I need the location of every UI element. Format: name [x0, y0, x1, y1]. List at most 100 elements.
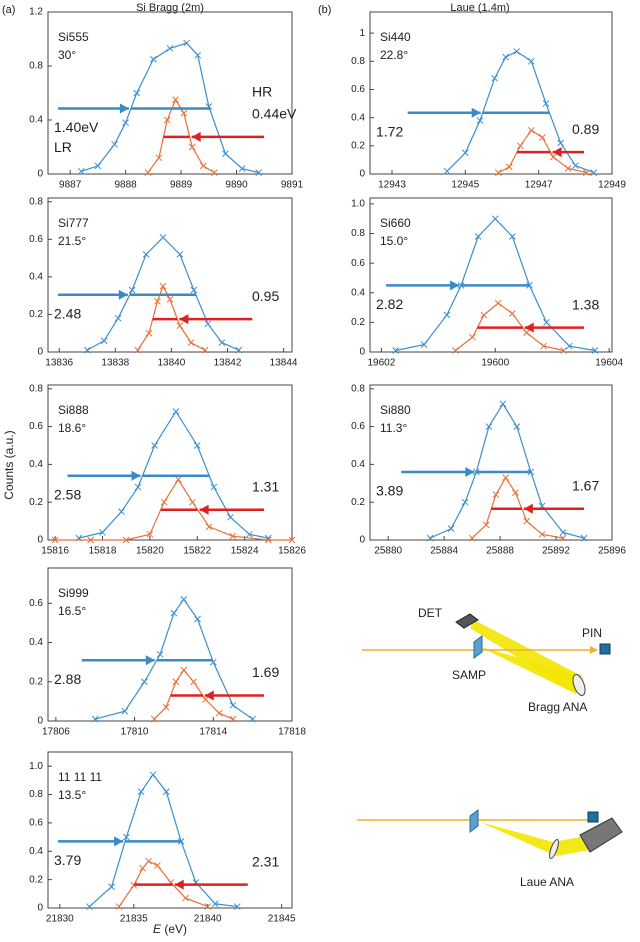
data-point [193, 442, 201, 449]
data-point [571, 162, 579, 169]
y-tick-label: 0 [37, 903, 43, 914]
y-tick-label: 0.4 [29, 846, 43, 857]
data-point [194, 615, 201, 623]
crystal-label: Si880 [380, 403, 411, 417]
plot-frame [369, 11, 613, 175]
x-tick-label: 19600 [481, 358, 509, 369]
data-point [172, 408, 180, 415]
plot-frame [47, 11, 293, 175]
arrow-head [471, 107, 481, 118]
data-point [146, 530, 154, 538]
data-point [108, 883, 115, 891]
y-tick-label: 0.4 [351, 459, 365, 470]
y-tick-label: 0.6 [29, 234, 43, 245]
data-point [128, 286, 136, 294]
data-point [163, 116, 171, 124]
data-point [170, 609, 178, 617]
samp-label: SAMP [452, 668, 486, 682]
data-point [155, 154, 163, 162]
hr-fwhm: 1.38 [572, 296, 599, 312]
data-point [559, 534, 567, 542]
data-point [180, 109, 188, 117]
arrow-head [523, 503, 533, 514]
x-axis-var: E [153, 922, 162, 936]
data-point [513, 48, 521, 55]
data-point [172, 96, 179, 104]
data-point [122, 119, 129, 127]
data-point [502, 53, 510, 61]
pin-label: PIN [582, 626, 602, 640]
y-tick-label: 0.8 [351, 383, 365, 394]
x-tick-label: 13840 [157, 358, 185, 369]
data-point [86, 903, 93, 910]
data-point [218, 339, 226, 346]
detector-box [587, 811, 599, 823]
data-point [560, 347, 567, 354]
y-tick-label: 0.8 [351, 56, 365, 67]
y-tick-label: 0.8 [29, 61, 43, 72]
y-tick-label: 0.4 [351, 287, 365, 298]
crystal-label: Si777 [58, 216, 89, 230]
data-point [201, 346, 209, 354]
arrow-head [119, 103, 129, 114]
x-tick-label: 13844 [270, 358, 298, 369]
series-line [89, 773, 238, 908]
data-point [222, 150, 229, 158]
x-tick-label: 21845 [268, 914, 296, 925]
data-point [508, 310, 516, 317]
data-point [180, 596, 188, 603]
data-point [134, 483, 142, 491]
data-point [426, 534, 434, 542]
beam-fan [480, 822, 556, 856]
sample [473, 635, 483, 659]
data-point [194, 51, 202, 59]
x-axis-label: E (eV) [153, 922, 187, 936]
y-tick-label: 1.2 [29, 7, 43, 18]
y-tick-label: 0.8 [29, 383, 43, 394]
data-point [134, 346, 142, 354]
detector [579, 817, 623, 853]
arrow-head [450, 280, 460, 291]
lr-fwhm: 2.58 [54, 486, 81, 502]
legend-label: HR [252, 84, 272, 100]
hr-fwhm: 0.95 [252, 288, 279, 304]
x-tick-label: 9887 [59, 180, 82, 191]
y-tick-label: 0.2 [351, 317, 365, 328]
data-point [246, 530, 253, 538]
data-point [144, 169, 152, 177]
data-point [166, 45, 174, 52]
x-tick-label: 25892 [542, 546, 570, 557]
legend-label: LR [54, 139, 72, 155]
data-point [189, 498, 196, 506]
data-point [142, 250, 150, 258]
data-point [549, 153, 557, 161]
y-tick-label: 0 [359, 169, 365, 180]
panel-label: (b) [318, 4, 331, 16]
data-point [118, 508, 125, 515]
data-point [188, 143, 196, 151]
data-point [512, 489, 519, 497]
arrow-head [524, 322, 534, 333]
beam-fan [470, 620, 582, 694]
plot-frame [47, 751, 293, 909]
data-point [540, 342, 548, 350]
arrow-head [174, 879, 184, 890]
y-tick-label: 0 [37, 169, 43, 180]
x-tick-label: 15824 [231, 546, 259, 557]
beam-arrow [590, 646, 598, 654]
data-point [215, 709, 223, 717]
series-line [147, 98, 215, 174]
y-tick-label: 1 [359, 28, 365, 39]
data-point [182, 894, 189, 902]
analyzer [549, 839, 559, 859]
data-point [492, 491, 500, 498]
y-tick-label: 0.8 [29, 789, 43, 800]
data-point [538, 530, 546, 538]
data-point [447, 525, 455, 533]
data-point [51, 536, 59, 544]
data-point [443, 311, 451, 319]
arrow-head [552, 147, 562, 158]
data-point [183, 39, 190, 47]
x-tick-label: 25884 [430, 546, 458, 557]
data-point [469, 333, 476, 341]
